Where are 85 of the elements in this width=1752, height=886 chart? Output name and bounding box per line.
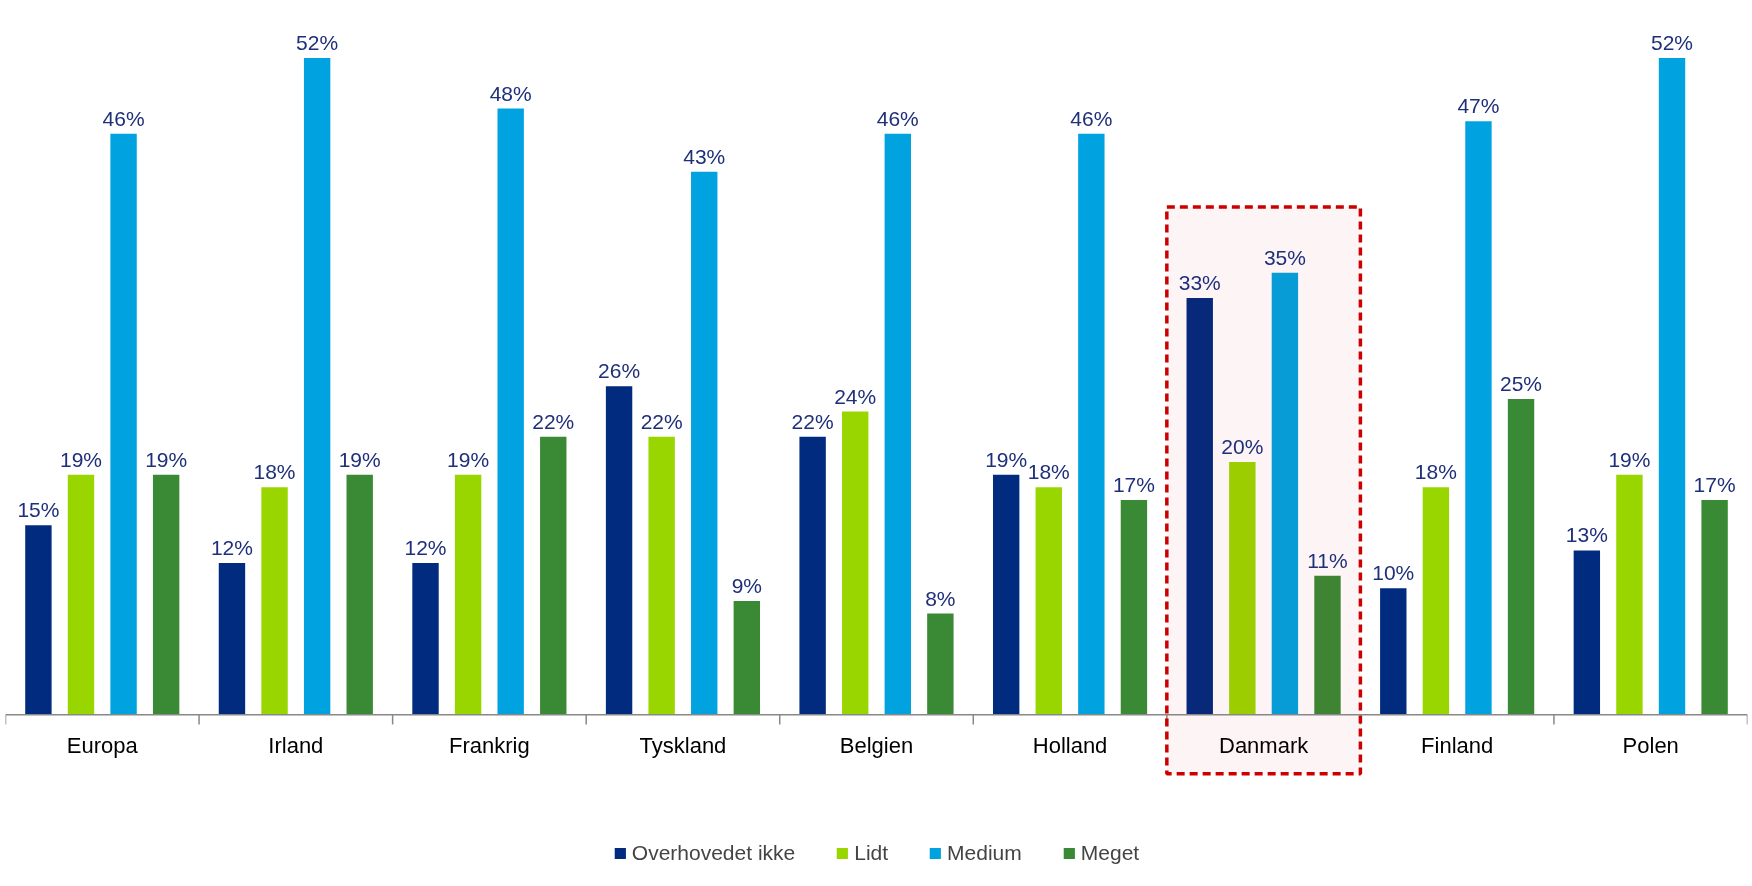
data-label: 18% bbox=[1414, 460, 1457, 484]
bar bbox=[1507, 398, 1535, 715]
data-label: 26% bbox=[598, 359, 641, 383]
x-tick-label: Belgien bbox=[839, 733, 914, 759]
data-label: 52% bbox=[1651, 31, 1694, 55]
data-label: 19% bbox=[59, 447, 102, 471]
data-label: 22% bbox=[791, 409, 834, 433]
data-label: 19% bbox=[447, 447, 490, 471]
bar bbox=[454, 474, 482, 715]
data-label: 46% bbox=[876, 106, 919, 130]
x-tick-label: Polen bbox=[1622, 733, 1679, 759]
data-label: 46% bbox=[102, 106, 145, 130]
bar bbox=[842, 411, 869, 715]
x-tick-label: Finland bbox=[1421, 733, 1494, 759]
bar bbox=[346, 474, 373, 715]
x-tick-label: Europa bbox=[66, 733, 139, 759]
bar bbox=[1314, 575, 1341, 715]
data-label: 18% bbox=[253, 460, 296, 484]
bar bbox=[25, 525, 52, 715]
legend-label: Lidt bbox=[854, 841, 889, 865]
bar bbox=[1701, 499, 1728, 715]
x-tick-label: Tyskland bbox=[639, 733, 727, 759]
data-label: 25% bbox=[1500, 371, 1543, 395]
data-label: 13% bbox=[1565, 523, 1608, 547]
data-label: 33% bbox=[1178, 270, 1221, 294]
data-label: 35% bbox=[1263, 245, 1306, 269]
data-label: 43% bbox=[683, 144, 726, 168]
data-label: 17% bbox=[1693, 472, 1736, 496]
legend-label: Medium bbox=[947, 841, 1022, 865]
bar bbox=[1573, 550, 1601, 715]
data-label: 20% bbox=[1221, 435, 1264, 459]
bar bbox=[67, 474, 95, 715]
bar bbox=[540, 436, 567, 715]
bar bbox=[303, 58, 331, 715]
bar bbox=[218, 563, 246, 715]
x-tick-label: Frankrig bbox=[449, 733, 530, 759]
bar bbox=[1658, 58, 1686, 715]
x-tick-label: Holland bbox=[1032, 733, 1108, 759]
bar bbox=[1078, 133, 1105, 715]
data-label: 18% bbox=[1027, 460, 1070, 484]
bar bbox=[497, 108, 524, 715]
data-label: 12% bbox=[404, 536, 447, 560]
data-label: 15% bbox=[17, 498, 60, 522]
bar bbox=[1186, 297, 1213, 715]
data-label: 48% bbox=[489, 81, 532, 105]
bar bbox=[152, 474, 180, 715]
legend-label: Meget bbox=[1080, 841, 1140, 865]
data-label: 9% bbox=[731, 573, 762, 597]
data-label: 10% bbox=[1372, 561, 1415, 585]
bar bbox=[1465, 121, 1492, 715]
bar bbox=[691, 171, 718, 715]
bar bbox=[1229, 462, 1256, 715]
data-label: 22% bbox=[532, 409, 575, 433]
data-label: 46% bbox=[1070, 106, 1113, 130]
data-label: 24% bbox=[834, 384, 877, 408]
bar bbox=[1035, 487, 1062, 715]
data-label: 12% bbox=[210, 536, 253, 560]
bar bbox=[1380, 588, 1407, 715]
data-label: 22% bbox=[640, 409, 683, 433]
bar bbox=[412, 563, 439, 715]
bar bbox=[1616, 474, 1643, 715]
bar bbox=[733, 600, 761, 715]
data-label: 19% bbox=[338, 447, 381, 471]
data-label: 52% bbox=[296, 31, 339, 55]
bar bbox=[261, 487, 288, 715]
data-label: 19% bbox=[145, 447, 188, 471]
legend-label: Overhovedet ikke bbox=[631, 841, 796, 865]
bar bbox=[992, 474, 1020, 715]
bar bbox=[799, 436, 826, 715]
bar bbox=[110, 133, 137, 715]
data-label: 19% bbox=[1608, 447, 1651, 471]
bar bbox=[648, 436, 675, 715]
bar bbox=[884, 133, 911, 715]
data-label: 19% bbox=[985, 447, 1028, 471]
bar bbox=[1422, 487, 1450, 715]
bar bbox=[1120, 499, 1148, 715]
bar bbox=[1271, 272, 1299, 715]
data-label: 8% bbox=[925, 586, 956, 610]
x-tick-label: Irland bbox=[268, 733, 324, 759]
x-tick-label: Danmark bbox=[1218, 733, 1310, 759]
bar bbox=[927, 613, 954, 715]
data-label: 11% bbox=[1307, 548, 1348, 572]
data-label: 17% bbox=[1112, 472, 1155, 496]
bar bbox=[605, 386, 633, 715]
data-label: 47% bbox=[1457, 94, 1500, 118]
